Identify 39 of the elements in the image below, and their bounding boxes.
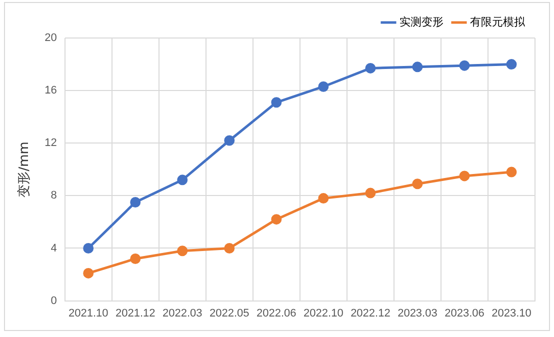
point bbox=[177, 246, 188, 256]
x-tick-label: 2022.03 bbox=[162, 307, 202, 320]
point bbox=[506, 166, 517, 178]
point bbox=[318, 81, 329, 92]
point bbox=[271, 214, 282, 225]
point bbox=[83, 242, 94, 254]
y-tick-label: 8 bbox=[50, 190, 57, 202]
point bbox=[318, 193, 329, 204]
x-tick-label: 2022.10 bbox=[304, 307, 344, 320]
point bbox=[365, 188, 376, 198]
x-tick-label: 2022.05 bbox=[210, 307, 250, 320]
y-tick-label: 0 bbox=[50, 294, 57, 307]
y-tick-label: 20 bbox=[44, 32, 57, 44]
point bbox=[506, 59, 517, 70]
x-tick-label: 2023.06 bbox=[444, 307, 484, 320]
point bbox=[224, 135, 235, 146]
x-tick-label: 2023.10 bbox=[492, 307, 532, 320]
point bbox=[224, 242, 235, 254]
point bbox=[130, 254, 141, 264]
point bbox=[412, 178, 423, 190]
x-tick-label: 2022.12 bbox=[350, 307, 390, 320]
point bbox=[459, 170, 470, 182]
point bbox=[271, 97, 282, 108]
x-tick-label: 2022.06 bbox=[256, 307, 296, 320]
y-axis-title: 变形/mm bbox=[17, 142, 32, 198]
point bbox=[459, 60, 470, 71]
x-tick-label: 2021.12 bbox=[115, 307, 156, 320]
x-tick-label: 2021.10 bbox=[68, 307, 108, 320]
point bbox=[177, 174, 188, 186]
y-tick-label: 12 bbox=[44, 137, 57, 150]
point bbox=[130, 197, 141, 208]
x-tick-label: 2023.03 bbox=[398, 307, 438, 320]
point bbox=[412, 62, 423, 72]
y-tick-label: 16 bbox=[44, 84, 57, 97]
point bbox=[365, 62, 376, 74]
legend-label: 实测变形 bbox=[400, 15, 444, 28]
point bbox=[83, 268, 94, 278]
legend-label: 有限元模拟 bbox=[470, 15, 526, 28]
y-tick-label: 4 bbox=[50, 242, 57, 254]
